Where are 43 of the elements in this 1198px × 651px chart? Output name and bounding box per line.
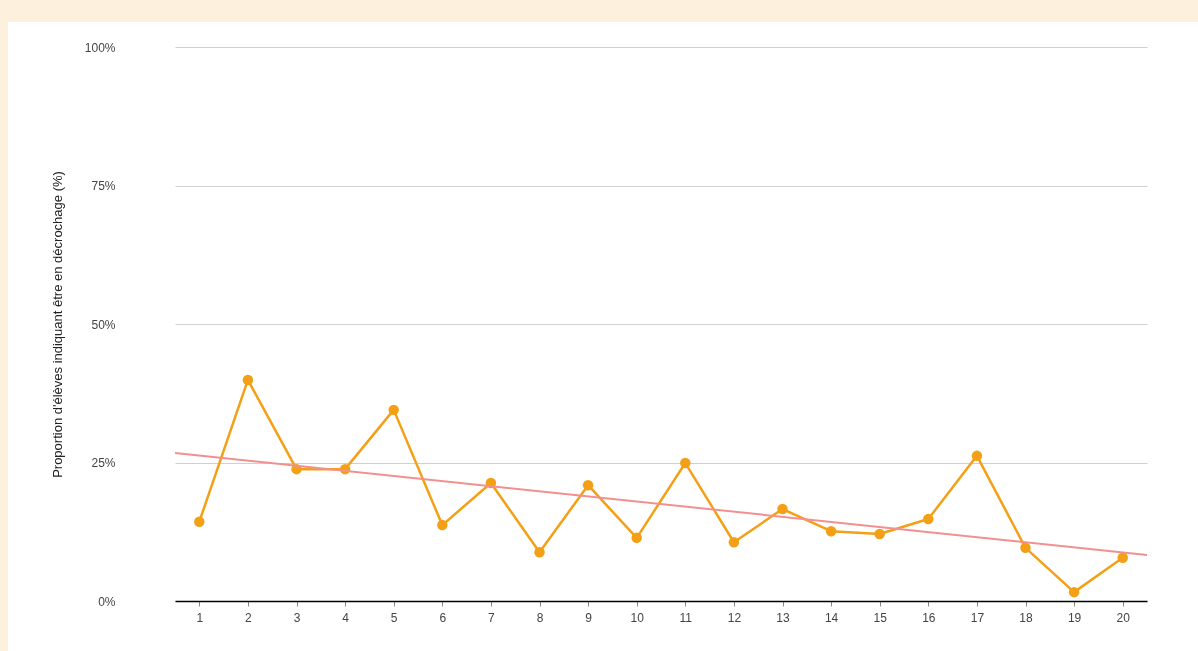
point bbox=[728, 537, 740, 548]
y-tick-label: 0% bbox=[98, 594, 116, 609]
point bbox=[388, 404, 399, 416]
point bbox=[534, 547, 545, 558]
point bbox=[777, 503, 788, 515]
x-tick-label: 12 bbox=[727, 610, 742, 625]
point bbox=[971, 450, 983, 462]
x-tick-label: 14 bbox=[824, 610, 839, 625]
x-tick-label: 20 bbox=[1116, 610, 1131, 625]
x-tick-label: 17 bbox=[970, 610, 985, 625]
x-tick-label: 15 bbox=[873, 610, 888, 625]
x-tick-label: 7 bbox=[488, 610, 496, 625]
point bbox=[923, 513, 934, 525]
y-tick-label: 25% bbox=[91, 456, 116, 470]
x-tick-label: 16 bbox=[922, 610, 936, 625]
point bbox=[631, 532, 642, 544]
point bbox=[825, 525, 837, 537]
y-axis-title: Proportion d'élèves indiquant être en décrochage (%) bbox=[49, 171, 65, 478]
x-tick-label: 18 bbox=[1019, 610, 1033, 625]
x-tick-label: 8 bbox=[536, 610, 544, 625]
point bbox=[874, 528, 885, 540]
x-tick-label: 11 bbox=[679, 610, 693, 625]
x-tick-label: 9 bbox=[585, 610, 593, 625]
y-tick-label: 100% bbox=[84, 40, 116, 55]
x-tick-label: 19 bbox=[1067, 610, 1082, 625]
point bbox=[680, 457, 691, 469]
point bbox=[1117, 552, 1128, 564]
point bbox=[194, 516, 205, 528]
x-tick-label: 5 bbox=[390, 610, 398, 625]
x-tick-label: 6 bbox=[439, 610, 447, 625]
point bbox=[1020, 542, 1031, 554]
point bbox=[242, 374, 254, 386]
x-tick-label: 13 bbox=[776, 610, 790, 625]
point bbox=[437, 519, 448, 531]
y-tick-label: 50% bbox=[91, 317, 116, 332]
y-tick-label: 75% bbox=[91, 179, 116, 193]
x-tick-label: 10 bbox=[630, 610, 645, 625]
point bbox=[1068, 586, 1080, 598]
x-tick-label: 4 bbox=[342, 610, 350, 625]
x-tick-label: 1 bbox=[196, 610, 204, 625]
point bbox=[582, 479, 594, 491]
x-tick-label: 2 bbox=[245, 610, 253, 625]
x-tick-label: 3 bbox=[293, 610, 301, 625]
